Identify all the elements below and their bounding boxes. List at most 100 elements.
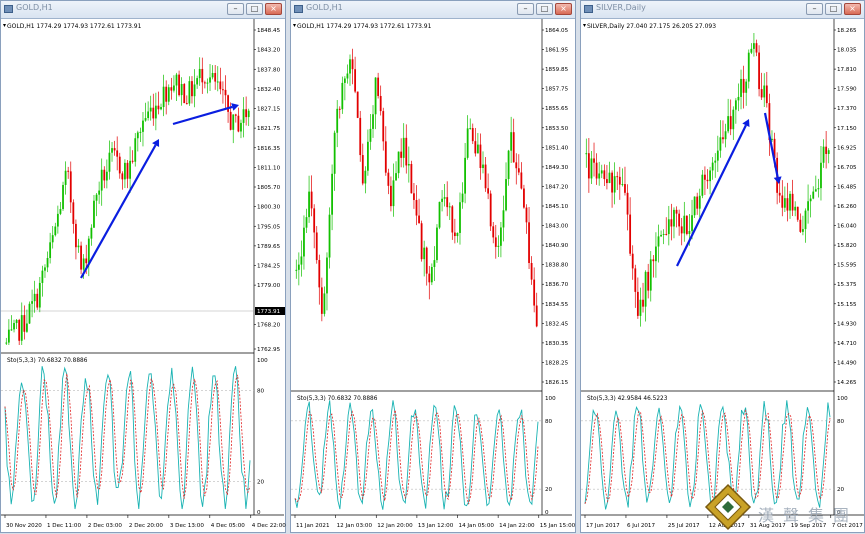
window-icon xyxy=(4,5,13,13)
price-tick-label: 15.820 xyxy=(837,243,857,249)
candle-body xyxy=(459,202,461,233)
time-tick-label: 14 Jan 05:00 xyxy=(459,523,495,529)
close-icon[interactable]: × xyxy=(555,3,572,15)
candle-body xyxy=(683,215,686,234)
candle-body xyxy=(804,210,807,230)
candle-body xyxy=(494,237,497,247)
minimize-icon[interactable]: – xyxy=(517,3,534,15)
candle-body xyxy=(760,89,763,98)
time-tick-label: 25 Jul 2017 xyxy=(668,523,700,529)
candle-body xyxy=(206,82,209,84)
candle-body xyxy=(308,191,310,218)
candle-body xyxy=(100,169,103,191)
candle-body xyxy=(487,188,490,194)
candle-body xyxy=(405,137,408,166)
candle-body xyxy=(528,222,530,264)
time-tick-label: 14 Jan 22:00 xyxy=(499,523,535,529)
candle-body xyxy=(142,120,144,132)
price-tick-label: 17.370 xyxy=(837,106,857,112)
candle-body xyxy=(461,193,464,203)
candle-body xyxy=(466,128,469,158)
price-tick-label: 1859.85 xyxy=(545,67,569,73)
window-icon xyxy=(584,5,593,13)
candle-body xyxy=(124,162,126,180)
minimize-icon[interactable]: – xyxy=(806,3,823,15)
candle-body xyxy=(593,158,595,163)
time-tick-label: 2 Dec 20:00 xyxy=(129,523,164,529)
candle-body xyxy=(704,174,706,180)
candle-body xyxy=(82,258,85,270)
time-tick-label: 15 Jan 15:00 xyxy=(540,523,576,529)
chart-window-silver[interactable]: SILVER,Daily – □ × SILVER,Daily 27.040 2… xyxy=(580,0,865,533)
price-chart[interactable]: GOLD,H1 1774.29 1774.93 1772.61 1773.91 1… xyxy=(1,1,287,534)
stoch-signal-line xyxy=(4,373,251,499)
stoch-main-line xyxy=(4,366,251,510)
candle-body xyxy=(75,223,77,248)
candle-body xyxy=(46,257,49,268)
candle-body xyxy=(505,179,507,211)
candle-body xyxy=(295,269,298,271)
close-icon[interactable]: × xyxy=(844,3,861,15)
candle-body xyxy=(198,68,201,79)
candle-body xyxy=(139,131,142,133)
candle-body xyxy=(814,189,817,192)
candle-body xyxy=(430,267,433,283)
candle-body xyxy=(709,170,711,182)
candle-body xyxy=(530,263,533,280)
price-tick-label: 17.150 xyxy=(837,126,857,132)
window-icon xyxy=(294,5,303,13)
maximize-icon[interactable]: □ xyxy=(246,3,263,15)
time-tick-label: 4 Dec 05:00 xyxy=(211,523,246,529)
candle-body xyxy=(595,162,598,179)
maximize-icon[interactable]: □ xyxy=(825,3,842,15)
minimize-icon[interactable]: – xyxy=(227,3,244,15)
price-tick-label: 1811.10 xyxy=(257,165,281,171)
candle-body xyxy=(15,319,18,324)
arrow-head-icon xyxy=(742,119,750,128)
candle-body xyxy=(320,287,323,314)
candle-body xyxy=(196,78,199,85)
time-tick-label: 31 Aug 2017 xyxy=(750,523,786,529)
window-titlebar[interactable]: GOLD,H1 – □ × xyxy=(1,1,285,19)
candle-body xyxy=(113,148,116,151)
time-tick-label: 6 Jul 2017 xyxy=(627,523,656,529)
price-chart[interactable]: SILVER,Daily 27.040 27.175 26.205 27.093… xyxy=(581,1,865,534)
candle-body xyxy=(318,260,321,288)
time-tick-label: 30 Nov 2020 xyxy=(6,523,42,529)
price-chart[interactable]: GOLD,H1 1774.29 1774.93 1772.61 1773.91 1… xyxy=(291,1,577,534)
candle-body xyxy=(240,122,242,132)
price-tick-label: 1843.00 xyxy=(545,224,569,230)
price-tick-label: 1800.30 xyxy=(257,205,281,211)
stoch-main-line xyxy=(584,400,831,510)
candle-body xyxy=(456,232,459,237)
candle-body xyxy=(170,87,173,91)
window-titlebar[interactable]: GOLD,H1 – □ × xyxy=(291,1,575,19)
price-tick-label: 1840.90 xyxy=(545,243,569,249)
candle-body xyxy=(631,253,634,269)
close-icon[interactable]: × xyxy=(265,3,282,15)
window-titlebar[interactable]: SILVER,Daily – □ × xyxy=(581,1,864,19)
candle-body xyxy=(116,150,119,157)
candle-body xyxy=(326,257,328,294)
candle-body xyxy=(346,73,349,79)
candle-body xyxy=(377,77,380,96)
candle-body xyxy=(497,245,500,247)
chevron-down-icon xyxy=(583,24,586,27)
candle-body xyxy=(727,116,730,132)
candle-body xyxy=(354,69,357,92)
candle-body xyxy=(367,141,369,171)
candle-body xyxy=(310,191,313,209)
maximize-icon[interactable]: □ xyxy=(536,3,553,15)
candle-body xyxy=(660,234,662,237)
price-tick-label: 1821.75 xyxy=(257,126,281,132)
candle-body xyxy=(436,227,438,261)
candle-body xyxy=(328,214,331,258)
chart-window-gold-2[interactable]: GOLD,H1 – □ × GOLD,H1 1774.29 1774.93 17… xyxy=(290,0,576,533)
candle-body xyxy=(62,184,64,210)
candle-body xyxy=(178,74,180,96)
candle-body xyxy=(219,81,222,90)
arrow-head-icon xyxy=(231,103,239,111)
chart-window-gold-1[interactable]: GOLD,H1 – □ × GOLD,H1 1774.29 1774.93 17… xyxy=(0,0,286,533)
candle-body xyxy=(789,193,791,211)
candle-body xyxy=(364,170,367,184)
